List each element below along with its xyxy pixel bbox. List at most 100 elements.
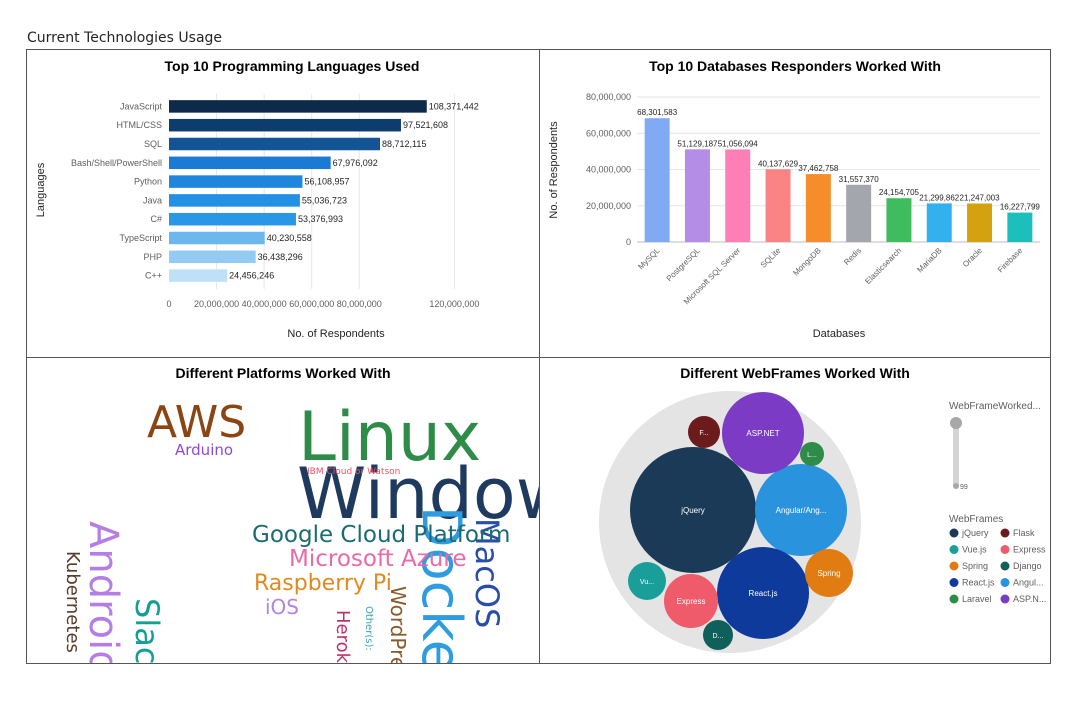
bubble[interactable] [628,562,666,600]
bubble[interactable] [703,620,733,650]
page-title: Current Technologies Usage [27,30,223,46]
bubble[interactable] [664,574,718,628]
bar[interactable] [169,250,256,264]
word[interactable]: IBM Cloud or Watson [307,467,400,477]
x-tick-label: Redis [842,246,863,267]
bar[interactable] [684,149,710,242]
legend-item[interactable]: React.js [962,578,995,588]
y-tick-label: 40,000,000 [586,165,631,175]
bubble-label: Spring [817,569,840,578]
legend-item[interactable]: Angul... [1013,578,1044,588]
legend-item[interactable]: Laravel [962,594,992,604]
word[interactable]: MacOS [468,518,506,628]
legend-item[interactable]: Spring [962,561,988,571]
bar[interactable] [169,269,228,282]
data-label: 36,438,296 [258,252,303,262]
languages-chart-panel: Top 10 Programming Languages Used 0 20,000… [26,49,540,358]
word[interactable]: Raspberry Pi [254,571,392,596]
chart-title: Different Platforms Worked With [175,365,390,381]
y-tick-label: HTML/CSS [116,120,162,130]
legend-item[interactable]: Express [1013,545,1046,555]
bar[interactable] [926,203,952,242]
data-label: 88,712,115 [382,139,426,149]
x-tick-label: Elasticsearch [863,246,903,286]
word[interactable]: Kubernetes [62,551,83,653]
chart-title: Different WebFrames Worked With [680,365,910,381]
bar[interactable] [765,169,791,242]
y-tick-label: Bash/Shell/PowerShell [71,158,162,168]
slicer-handle[interactable] [950,417,962,429]
bubble[interactable] [717,547,809,639]
word[interactable]: AWS [147,397,246,448]
bar[interactable] [169,137,381,151]
bar[interactable] [886,198,912,242]
bar[interactable] [169,175,303,188]
x-tick-label: 20,000,000 [194,299,239,309]
data-label: 97,521,608 [403,120,448,130]
data-label: 24,154,705 [879,188,920,197]
bubble-label: D... [713,633,724,640]
bar[interactable] [644,118,670,242]
webframes-bubble-panel: Different WebFrames Worked With jQuery Ang… [539,357,1051,664]
word[interactable]: Arduino [175,441,233,459]
bubble[interactable] [722,392,804,474]
word[interactable]: Windows [297,453,539,535]
legend-item[interactable]: Django [1013,561,1042,571]
data-label: 55,036,723 [302,195,347,205]
slicer-min-label: 99 [960,484,968,491]
bar[interactable] [805,174,831,242]
data-label: 51,129,187 [677,139,718,148]
bar[interactable] [846,184,872,242]
bubble[interactable] [805,549,853,597]
slicer-handle-min[interactable] [953,483,959,489]
bubble-label: jQuery [680,506,705,515]
x-axis-title: No. of Respondents [287,328,385,340]
bubble-label: L... [807,452,817,459]
word[interactable]: Docker [410,506,473,663]
data-label: 53,376,993 [298,214,343,224]
y-axis-title: Languages [35,162,47,217]
bar[interactable] [169,212,296,226]
bubble[interactable] [688,416,720,448]
y-tick-label: 60,000,000 [586,128,631,138]
bar[interactable] [725,149,751,242]
slicer-track[interactable] [953,417,959,487]
data-label: 21,299,862 [919,193,960,202]
webframes-bubble-chart: Different WebFrames Worked With jQuery Ang… [599,365,1046,653]
word[interactable]: Linux [298,398,481,477]
word[interactable]: WordPress [386,586,410,663]
legend-marker [1000,578,1010,587]
bubble-label: Express [677,597,706,606]
x-tick-label: 120,000,000 [429,299,479,309]
y-tick-label: Java [143,195,162,205]
legend-marker [949,578,959,587]
bubble[interactable] [630,447,756,573]
bar[interactable] [1007,212,1033,242]
bar[interactable] [967,203,993,242]
word[interactable]: Slack [128,598,166,663]
bubble[interactable] [755,464,847,556]
word[interactable]: Google Cloud Platform [252,522,510,548]
y-tick-label: PHP [143,252,162,262]
x-tick-label: 40,000,000 [242,299,287,309]
word[interactable]: Other(s): [363,606,374,651]
word[interactable]: Android [80,521,126,663]
word[interactable]: Heroku [332,610,353,663]
legend-item[interactable]: ASP.N... [1013,594,1046,604]
bar[interactable] [169,100,427,113]
bubble[interactable] [800,442,824,466]
data-label: 31,557,370 [839,175,880,184]
bar[interactable] [169,194,300,207]
word[interactable]: iOS [265,595,299,619]
bar[interactable] [169,118,401,132]
y-axis-title: No. of Respondents [548,121,560,219]
bar[interactable] [169,156,331,170]
legend-item[interactable]: Vue.js [962,545,987,555]
bubble-label: Vu... [640,579,654,586]
legend-item[interactable]: Flask [1013,528,1035,538]
legend-item[interactable]: jQuery [961,528,989,538]
bar[interactable] [169,231,265,245]
word[interactable]: Microsoft Azure [289,546,466,572]
bubble-label: ASP.NET [746,429,779,438]
bubble-label: React.js [749,589,778,598]
